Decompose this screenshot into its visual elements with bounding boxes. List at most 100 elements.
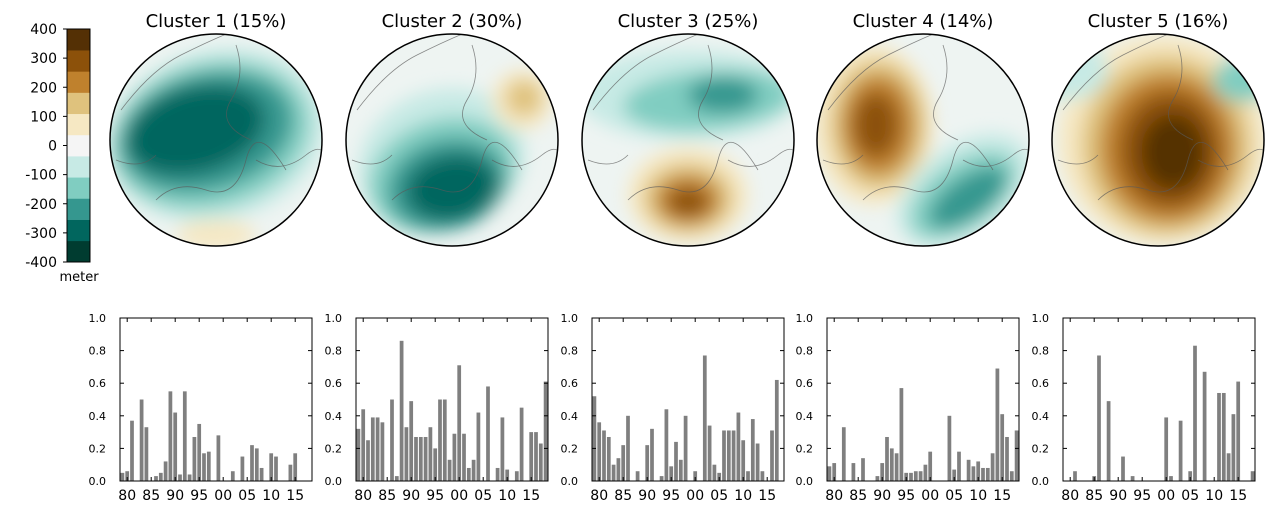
bar <box>390 399 394 481</box>
y-tick-label: 0.4 <box>796 410 814 423</box>
bar <box>514 471 519 481</box>
bar <box>909 472 913 481</box>
bar <box>462 433 466 481</box>
bar <box>158 472 163 481</box>
bar <box>192 436 197 481</box>
bar <box>722 430 726 481</box>
bar <box>187 474 192 481</box>
colorbar-segment <box>67 50 90 72</box>
bar <box>1000 414 1005 481</box>
bar <box>611 464 616 481</box>
plot-frame <box>1062 317 1256 482</box>
cluster-maps <box>109 33 1265 247</box>
bar <box>206 451 211 481</box>
bar <box>1005 436 1009 481</box>
y-tick-label: 0.8 <box>89 345 107 358</box>
y-tick-label: 0.8 <box>1032 345 1050 358</box>
bar <box>404 427 409 481</box>
coastline <box>255 149 322 186</box>
bar <box>841 427 846 481</box>
x-tick-label: 90 <box>638 488 656 504</box>
bar <box>1164 417 1169 481</box>
y-tick-label: 0.2 <box>1032 442 1050 455</box>
y-tick-label: 0.6 <box>325 377 343 390</box>
bar <box>602 430 606 481</box>
x-tick-label: 95 <box>662 488 680 504</box>
x-tick-label: 00 <box>921 488 939 504</box>
bar <box>985 467 990 481</box>
colorbar-segment <box>67 71 90 93</box>
y-tick-label: 0.8 <box>796 345 814 358</box>
x-tick-label: 00 <box>1157 488 1175 504</box>
bar <box>832 463 837 481</box>
anomaly-contour <box>176 220 256 246</box>
bar <box>1097 355 1101 481</box>
x-tick-label: 85 <box>849 488 867 504</box>
bar <box>197 423 202 481</box>
bar <box>418 436 423 481</box>
x-tick-label: 95 <box>1133 488 1151 504</box>
x-tick-label: 80 <box>1061 488 1079 504</box>
colorbar-tick-label: -200 <box>25 197 57 213</box>
anomaly-contour <box>127 85 265 175</box>
bar <box>366 440 370 481</box>
bar <box>538 443 543 481</box>
bar <box>120 472 125 481</box>
anomaly-contour <box>1052 40 1108 100</box>
bar-chart-1: 0.0 0.2 0.4 0.6 0.8 1.0 80 85 90 95 00 05 10 15 <box>89 312 313 504</box>
y-tick-label: 0.2 <box>325 442 343 455</box>
bar <box>433 448 438 481</box>
y-tick-label: 1.0 <box>89 312 107 325</box>
anomaly-contour <box>929 167 1007 229</box>
bar <box>894 453 899 481</box>
chart-title: Cluster 4 (14%) <box>853 11 994 32</box>
x-tick-label: 80 <box>590 488 608 504</box>
y-tick-label: 0.4 <box>1032 410 1050 423</box>
map-border <box>1051 33 1265 247</box>
x-tick-label: 10 <box>734 488 752 504</box>
x-tick-label: 10 <box>1205 488 1223 504</box>
bar <box>875 476 880 481</box>
bar <box>240 456 245 481</box>
bar <box>726 430 731 481</box>
chart-title: Cluster 2 (30%) <box>382 11 523 32</box>
bar <box>202 453 206 481</box>
bar <box>438 399 442 481</box>
colorbar-tick-label: -400 <box>25 255 57 271</box>
bar <box>741 440 746 481</box>
bar <box>1217 392 1221 481</box>
bar <box>1073 471 1077 481</box>
bar <box>664 409 669 481</box>
bar <box>774 379 779 481</box>
colorbar-segment <box>67 92 90 115</box>
bar <box>409 401 414 481</box>
anomaly-contour <box>1213 58 1264 102</box>
bar <box>702 355 707 481</box>
colorbar-tick-label: 300 <box>30 51 57 67</box>
map-anomaly-field <box>358 70 552 233</box>
bar <box>476 412 481 481</box>
y-tick-label: 0.8 <box>561 345 579 358</box>
coastline <box>1057 154 1099 165</box>
colorbar-segment <box>67 177 90 199</box>
bar <box>399 340 404 481</box>
bar <box>259 467 264 481</box>
bar <box>592 396 597 481</box>
coastline <box>627 141 759 201</box>
bar <box>182 391 187 481</box>
coastline <box>822 154 864 165</box>
colorbar-segment <box>67 134 90 157</box>
x-tick-label: 80 <box>825 488 843 504</box>
x-tick-label: 15 <box>993 488 1011 504</box>
x-tick-label: 05 <box>710 488 728 504</box>
bar <box>125 471 130 481</box>
bar <box>1250 471 1255 481</box>
bar <box>1178 420 1183 481</box>
bar <box>1202 371 1207 481</box>
x-tick-label: 95 <box>426 488 444 504</box>
coastline <box>587 154 629 165</box>
bar <box>163 461 168 481</box>
y-tick-label: 0.0 <box>796 475 814 488</box>
bar <box>760 471 765 481</box>
bar <box>717 472 722 481</box>
